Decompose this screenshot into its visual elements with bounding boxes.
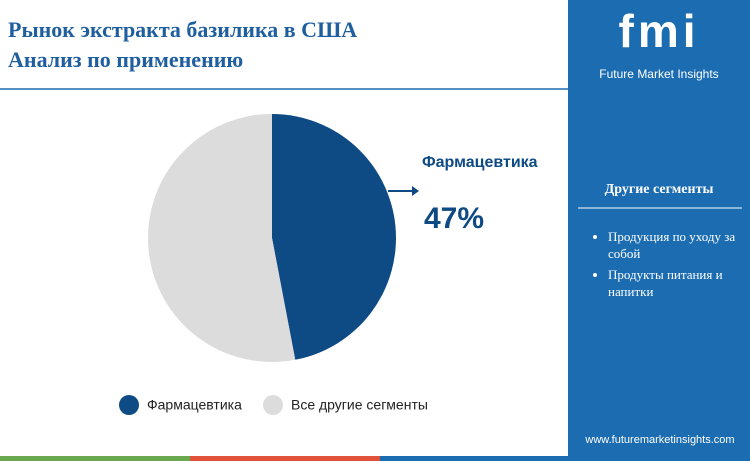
legend-swatch bbox=[119, 395, 139, 415]
legend-label: Фармацевтика bbox=[147, 397, 242, 413]
callout-value: 47% bbox=[424, 202, 484, 235]
sidebar-heading: Другие сегменты bbox=[605, 182, 714, 197]
logo-name: Future Market Insights bbox=[599, 67, 718, 81]
sidebar-item: Продукция по уходу за собой bbox=[608, 228, 738, 262]
chart-title: Рынок экстракта базилика в США bbox=[8, 17, 357, 42]
pie-slice bbox=[272, 114, 397, 360]
callout-arrowhead bbox=[412, 186, 419, 196]
stripe bbox=[380, 456, 750, 461]
sidebar-bg bbox=[568, 0, 750, 461]
legend-swatch bbox=[263, 395, 283, 415]
sidebar-item: Продукты питания и напитки bbox=[608, 266, 738, 300]
legend-label: Все другие сегменты bbox=[291, 397, 428, 413]
stripe bbox=[190, 456, 380, 461]
logo-brand: fmi bbox=[619, 5, 700, 57]
callout-label: Фармацевтика bbox=[422, 154, 538, 171]
website: www.futuremarketinsights.com bbox=[584, 434, 734, 446]
stripe bbox=[0, 456, 190, 461]
sidebar: Продукция по уходу за собой Продукты пит… bbox=[568, 0, 750, 461]
pie-slice bbox=[148, 114, 296, 362]
chart-subtitle: Анализ по применению bbox=[8, 47, 243, 72]
sidebar-list: Продукция по уходу за собой Продукты пит… bbox=[568, 228, 738, 304]
